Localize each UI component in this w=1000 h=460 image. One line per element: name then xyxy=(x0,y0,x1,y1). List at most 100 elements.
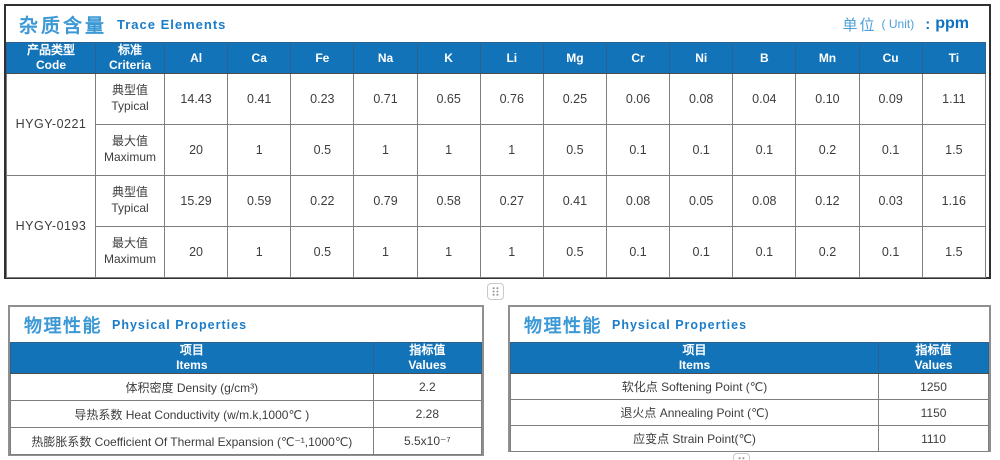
section-title-en: Physical Properties xyxy=(612,317,748,332)
element-column-header: Cr xyxy=(605,42,671,74)
drag-handle-icon[interactable] xyxy=(733,453,750,460)
trace-value-cell: 0.08 xyxy=(732,175,797,227)
element-column-header: Na xyxy=(353,42,418,74)
props-header-row: 项目 Items 指标值 Values xyxy=(10,342,483,374)
element-column-header: Mn xyxy=(795,42,860,74)
trace-value-cell: 0.22 xyxy=(290,175,355,227)
physical-properties-section-left: 物理性能 Physical Properties 项目 Items 指标值 Va… xyxy=(8,305,484,456)
trace-value-cell: 0.12 xyxy=(795,175,860,227)
property-item-cell: 体积密度 Density (g/cm³) xyxy=(10,373,374,401)
unit-value: ppm xyxy=(935,15,969,32)
trace-value-cell: 0.10 xyxy=(795,73,860,125)
table-row: HYGY-0221 典型值 Typical 14.43 0.41 0.23 0.71 0.65… xyxy=(6,73,987,176)
values-column-header-zh: 指标值 xyxy=(915,343,952,357)
trace-elements-table: 产品类型 Code 标准 Criteria Al Ca Fe Na K Li Mg Cr Ni B… xyxy=(6,42,987,278)
trace-value-cell: 0.1 xyxy=(732,226,797,278)
items-column-header-en: Items xyxy=(678,358,711,372)
physical-properties-section-right: 物理性能 Physical Properties 项目 Items 指标值 Va… xyxy=(508,305,991,452)
trace-value-cell: 0.1 xyxy=(669,226,734,278)
product-code-cell: HYGY-0193 xyxy=(6,175,96,278)
criteria-column-header: 标准 Criteria xyxy=(95,42,165,74)
trace-value-cell: 0.1 xyxy=(858,226,923,278)
trace-value-cell: 1 xyxy=(479,226,544,278)
property-value-cell: 1110 xyxy=(878,425,989,452)
trace-value-cell: 0.58 xyxy=(416,175,481,227)
drag-dots-glyph xyxy=(487,283,504,300)
trace-value-cell: 0.1 xyxy=(605,226,671,278)
section-title-zh: 物理性能 xyxy=(524,315,602,336)
trace-value-cell: 1 xyxy=(227,124,292,176)
trace-value-cell: 0.41 xyxy=(542,175,607,227)
trace-value-cell: 0.1 xyxy=(858,124,923,176)
trace-value-cell: 0.1 xyxy=(669,124,734,176)
unit-label-zh: 单位 xyxy=(842,16,877,34)
trace-value-cell: 0.2 xyxy=(795,226,860,278)
criteria-label-zh: 最大值 xyxy=(111,236,148,251)
criteria-cell: 最大值 Maximum xyxy=(95,226,165,278)
section-title-en: Trace Elements xyxy=(117,16,227,32)
property-item-cell: 软化点 Softening Point (℃) xyxy=(509,373,880,400)
element-column-header: Ni xyxy=(669,42,734,74)
trace-value-cell: 15.29 xyxy=(163,175,229,227)
values-column-header: 指标值 Values xyxy=(372,342,483,374)
element-column-header: Fe xyxy=(290,42,355,74)
trace-value-cell: 1 xyxy=(227,226,292,278)
table-row: 退火点 Annealing Point (℃) 1150 xyxy=(509,399,989,426)
trace-value-cell: 1 xyxy=(416,226,481,278)
section-title-zh: 杂质含量 xyxy=(19,15,108,37)
property-item-cell: 热膨胀系数 Coefficient Of Thermal Expansion (… xyxy=(10,427,374,455)
trace-value-cell: 0.65 xyxy=(416,73,481,125)
element-column-header: Ti xyxy=(921,42,987,74)
table-row: 导热系数 Heat Conductivity (w/m.k,1000℃ ) 2.2… xyxy=(10,400,483,428)
trace-elements-header: 杂质含量 Trace Elements 单位 ( Unit) : ppm xyxy=(6,6,989,42)
code-column-header-en: Code xyxy=(36,58,66,72)
trace-value-cell: 0.1 xyxy=(605,124,671,176)
trace-value-cell: 1.5 xyxy=(921,226,987,278)
trace-value-cell: 0.09 xyxy=(858,73,923,125)
props-header-row: 项目 Items 指标值 Values xyxy=(509,342,989,374)
property-item-cell: 应变点 Strain Point(℃) xyxy=(509,425,880,452)
trace-value-cell: 1 xyxy=(479,124,544,176)
trace-value-cell: 0.06 xyxy=(605,73,671,125)
criteria-column-header-en: Criteria xyxy=(108,58,152,72)
section-title-en: Physical Properties xyxy=(112,317,248,332)
trace-value-cell: 0.27 xyxy=(479,175,544,227)
items-column-header: 项目 Items xyxy=(10,342,374,374)
criteria-cell: 典型值 Typical xyxy=(95,175,165,227)
section-title-zh: 物理性能 xyxy=(24,315,102,336)
trace-value-cell: 0.41 xyxy=(227,73,292,125)
trace-header-row: 产品类型 Code 标准 Criteria Al Ca Fe Na K Li Mg Cr Ni B… xyxy=(6,42,987,74)
trace-value-cell: 1.11 xyxy=(921,73,987,125)
table-row: 最大值 Maximum 20 1 0.5 1 1 1 0.5 0.1 0.1 0.1 0.2 0.1 1.5 xyxy=(7,226,987,278)
trace-value-cell: 0.2 xyxy=(795,124,860,176)
criteria-label-zh: 典型值 xyxy=(111,185,148,200)
element-column-header: B xyxy=(732,42,797,74)
table-row: 热膨胀系数 Coefficient Of Thermal Expansion (… xyxy=(10,427,483,455)
table-row: 最大值 Maximum 20 1 0.5 1 1 1 0.5 0.1 0.1 0.1 0.2 0.1 1.5 xyxy=(7,124,987,176)
criteria-label-zh: 典型值 xyxy=(111,83,148,98)
property-value-cell: 2.28 xyxy=(372,400,483,428)
trace-value-cell: 0.5 xyxy=(290,124,355,176)
trace-value-cell: 0.79 xyxy=(353,175,418,227)
trace-value-cell: 1.5 xyxy=(921,124,987,176)
trace-table-body: HYGY-0221 典型值 Typical 14.43 0.41 0.23 0.71 0.65… xyxy=(6,73,987,278)
trace-value-cell: 20 xyxy=(163,226,229,278)
items-column-header-en: Items xyxy=(176,358,208,372)
table-row: HYGY-0193 典型值 Typical 15.29 0.59 0.22 0.79 0.58… xyxy=(6,175,987,278)
trace-value-cell: 0.76 xyxy=(479,73,544,125)
values-column-header-en: Values xyxy=(914,358,953,372)
trace-value-cell: 1 xyxy=(353,226,418,278)
trace-value-cell: 1 xyxy=(353,124,418,176)
drag-handle-icon[interactable] xyxy=(487,283,504,300)
property-value-cell: 2.2 xyxy=(372,373,483,401)
trace-value-cell: 0.5 xyxy=(542,226,607,278)
criteria-label-en: Typical xyxy=(111,99,149,113)
trace-value-cell: 0.71 xyxy=(353,73,418,125)
element-column-header: Al xyxy=(163,42,229,74)
table-row: 应变点 Strain Point(℃) 1110 xyxy=(509,425,989,452)
criteria-label-en: Typical xyxy=(111,201,149,215)
trace-elements-section: 杂质含量 Trace Elements 单位 ( Unit) : ppm 产品类… xyxy=(4,4,991,279)
unit-label: 单位 ( Unit) : ppm xyxy=(843,6,969,42)
criteria-column-header-zh: 标准 xyxy=(117,43,142,57)
property-value-cell: 1150 xyxy=(878,399,989,426)
